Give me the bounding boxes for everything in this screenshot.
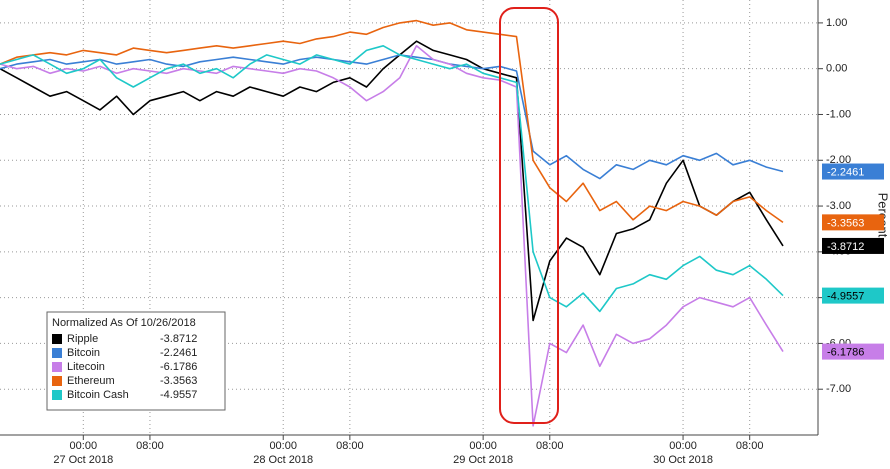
highlight-box <box>499 7 559 424</box>
legend-swatch <box>52 390 62 400</box>
legend-label: Ethereum <box>67 375 115 387</box>
legend-value: -3.8712 <box>160 333 197 345</box>
day-label: 27 Oct 2018 <box>53 454 113 466</box>
legend-title: Normalized As Of 10/26/2018 <box>52 317 196 329</box>
series-line <box>0 45 784 427</box>
x-tick-label: 00:00 <box>269 440 297 452</box>
last-value-tag <box>822 287 884 304</box>
last-value-tag <box>822 163 884 180</box>
legend-value: -3.3563 <box>160 375 197 387</box>
legend-label: Bitcoin Cash <box>67 389 129 401</box>
x-tick-label: 08:00 <box>736 440 764 452</box>
last-value-label: -2.2461 <box>827 166 864 178</box>
x-tick-label: 00:00 <box>70 440 98 452</box>
last-value-label: -3.8712 <box>827 241 864 253</box>
series-line <box>0 45 784 313</box>
legend-value: -6.1786 <box>160 361 197 373</box>
x-tick-label: 08:00 <box>136 440 164 452</box>
x-tick-label: 08:00 <box>536 440 564 452</box>
x-tick-label: 08:00 <box>336 440 364 452</box>
legend-swatch <box>52 348 62 358</box>
legend-value: -2.2461 <box>160 347 197 359</box>
y-tick-label: -3.00 <box>826 200 851 212</box>
legend-swatch <box>52 334 62 344</box>
y-tick-label: -2.00 <box>826 154 851 166</box>
legend: Normalized As Of 10/26/2018 Ripple -3.871… <box>46 311 226 411</box>
lines <box>0 19 784 427</box>
x-tick-label: 00:00 <box>469 440 497 452</box>
y-tick-label: 1.00 <box>826 17 847 29</box>
last-value-label: -3.3563 <box>827 217 864 229</box>
day-label: 30 Oct 2018 <box>653 454 713 466</box>
last-value-tag <box>822 343 884 360</box>
last-value-tag <box>822 214 884 231</box>
legend-swatch <box>52 362 62 372</box>
legend-value: -4.9557 <box>160 389 197 401</box>
legend-label: Bitcoin <box>67 347 100 359</box>
legend-box <box>46 311 226 411</box>
y-tick-label: -1.00 <box>826 108 851 120</box>
legend-label: Litecoin <box>67 361 105 373</box>
series-line <box>0 19 784 224</box>
last-value-tag <box>822 237 884 254</box>
legend-label: Ripple <box>67 333 98 345</box>
last-value-label: -6.1786 <box>827 347 864 359</box>
x-tick-label: 00:00 <box>669 440 697 452</box>
last-value-label: -4.9557 <box>827 291 864 303</box>
legend-swatch <box>52 376 62 386</box>
y-tick-label: 0.00 <box>826 63 847 75</box>
series-line <box>0 54 784 180</box>
y-tick-label: -7.00 <box>826 383 851 395</box>
day-label: 28 Oct 2018 <box>253 454 313 466</box>
day-label: 29 Oct 2018 <box>453 454 513 466</box>
series-line <box>0 40 784 322</box>
